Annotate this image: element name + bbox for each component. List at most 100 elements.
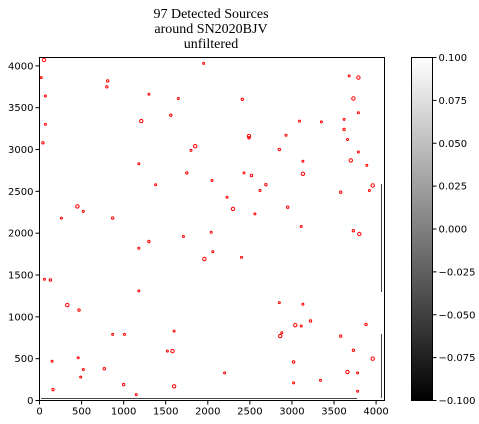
- source-marker: [137, 162, 141, 166]
- y-tick-label: 1000: [8, 312, 33, 323]
- source-marker: [111, 216, 115, 220]
- source-marker: [81, 209, 85, 213]
- y-tick-label: 3500: [8, 103, 33, 114]
- source-marker: [342, 117, 346, 121]
- source-marker: [230, 206, 236, 212]
- source-marker: [223, 371, 227, 375]
- source-marker: [264, 183, 268, 187]
- plot-area: 0 500 1000 1500 2000 2500 3000 3500 4000 0 500 100…: [8, 57, 389, 418]
- source-marker: [370, 356, 375, 361]
- colorbar-ticks: 0.100 0.075 0.050 0.025 0.000 −0.025 −0.050 −0.…: [432, 53, 476, 407]
- y-tick-label: 4000: [8, 61, 33, 72]
- source-marker: [308, 319, 313, 323]
- y-tick-label: 1500: [8, 271, 33, 282]
- source-marker: [298, 119, 301, 123]
- source-marker: [364, 322, 368, 327]
- title-line-1: 97 Detected Sources: [153, 7, 268, 22]
- source-marker: [280, 331, 284, 335]
- source-marker: [286, 205, 290, 209]
- x-tick-label: 0: [36, 407, 42, 418]
- source-marker: [347, 74, 351, 78]
- source-marker: [134, 393, 138, 397]
- source-marker: [249, 173, 254, 178]
- colorbar: 0.100 0.075 0.050 0.025 0.000 −0.025 −0.050 −0.…: [411, 53, 476, 407]
- source-marker: [189, 148, 193, 152]
- source-marker: [202, 61, 206, 65]
- x-tick-label: 4000: [363, 407, 388, 418]
- source-marker: [356, 150, 360, 154]
- source-marker: [139, 118, 144, 124]
- source-marker: [348, 158, 353, 163]
- x-tick-label: 3500: [321, 407, 346, 418]
- y-axis-ticks: 0 500 1000 1500 2000 2500 3000 3500 4000: [8, 61, 40, 407]
- source-marker: [247, 136, 251, 140]
- source-marker: [102, 367, 107, 371]
- chart-title: 97 Detected Sources around SN2020BJV unf…: [153, 7, 268, 52]
- source-marker: [319, 378, 322, 382]
- title-line-3: unfiltered: [184, 37, 238, 52]
- source-marker: [356, 111, 360, 115]
- source-marker: [43, 94, 47, 98]
- source-marker: [50, 359, 54, 363]
- source-marker: [209, 230, 213, 234]
- source-marker: [240, 97, 245, 102]
- colorbar-tick-label: −0.050: [439, 310, 476, 321]
- source-marker: [137, 289, 141, 293]
- source-marker: [79, 375, 83, 379]
- source-marker: [39, 76, 43, 80]
- source-marker: [346, 138, 349, 141]
- source-marker: [43, 122, 47, 126]
- source-marker: [41, 57, 47, 63]
- source-marker: [299, 225, 303, 228]
- source-marker: [246, 133, 252, 139]
- source-marker: [154, 183, 158, 187]
- source-marker: [181, 235, 185, 238]
- source-marker: [171, 384, 177, 389]
- colorbar-tick-label: 0.050: [439, 139, 468, 150]
- source-marker: [106, 79, 110, 83]
- source-marker: [342, 127, 346, 132]
- source-marker: [345, 369, 350, 375]
- source-marker: [41, 141, 45, 145]
- source-marker: [176, 97, 180, 100]
- source-markers: [39, 57, 375, 397]
- y-tick-label: 2500: [8, 187, 33, 198]
- x-tick-label: 2000: [195, 407, 220, 418]
- source-marker: [170, 348, 175, 354]
- x-tick-label: 500: [72, 407, 91, 418]
- colorbar-tick-label: 0.100: [439, 53, 468, 64]
- source-marker: [301, 159, 305, 163]
- source-marker: [65, 302, 70, 308]
- source-marker: [291, 360, 296, 364]
- source-marker: [284, 133, 288, 137]
- x-tick-label: 1000: [111, 407, 136, 418]
- x-tick-label: 3000: [279, 407, 304, 418]
- source-marker: [185, 171, 189, 175]
- source-marker: [210, 179, 214, 182]
- source-marker: [48, 278, 53, 282]
- source-marker: [339, 334, 343, 338]
- source-marker: [242, 171, 246, 175]
- title-line-2: around SN2020BJV: [154, 22, 267, 37]
- source-marker: [278, 333, 283, 339]
- colorbar-tick-label: −0.075: [439, 353, 476, 364]
- source-marker: [292, 381, 296, 385]
- x-tick-label: 2500: [237, 407, 262, 418]
- source-marker: [339, 190, 343, 194]
- source-marker: [77, 308, 81, 312]
- source-marker: [211, 250, 215, 254]
- source-marker: [253, 212, 257, 216]
- source-marker: [165, 349, 169, 353]
- source-marker: [351, 229, 356, 233]
- source-marker: [225, 195, 229, 199]
- source-marker: [351, 348, 356, 352]
- source-marker: [258, 189, 262, 192]
- x-axis-ticks: 0 500 1000 1500 2000 2500 3000 3500 4000: [36, 400, 389, 418]
- source-marker: [147, 92, 151, 96]
- source-marker: [202, 256, 207, 262]
- source-marker: [356, 389, 360, 393]
- source-marker: [75, 204, 80, 209]
- source-marker: [137, 246, 141, 250]
- colorbar-tick-label: −0.025: [439, 267, 476, 278]
